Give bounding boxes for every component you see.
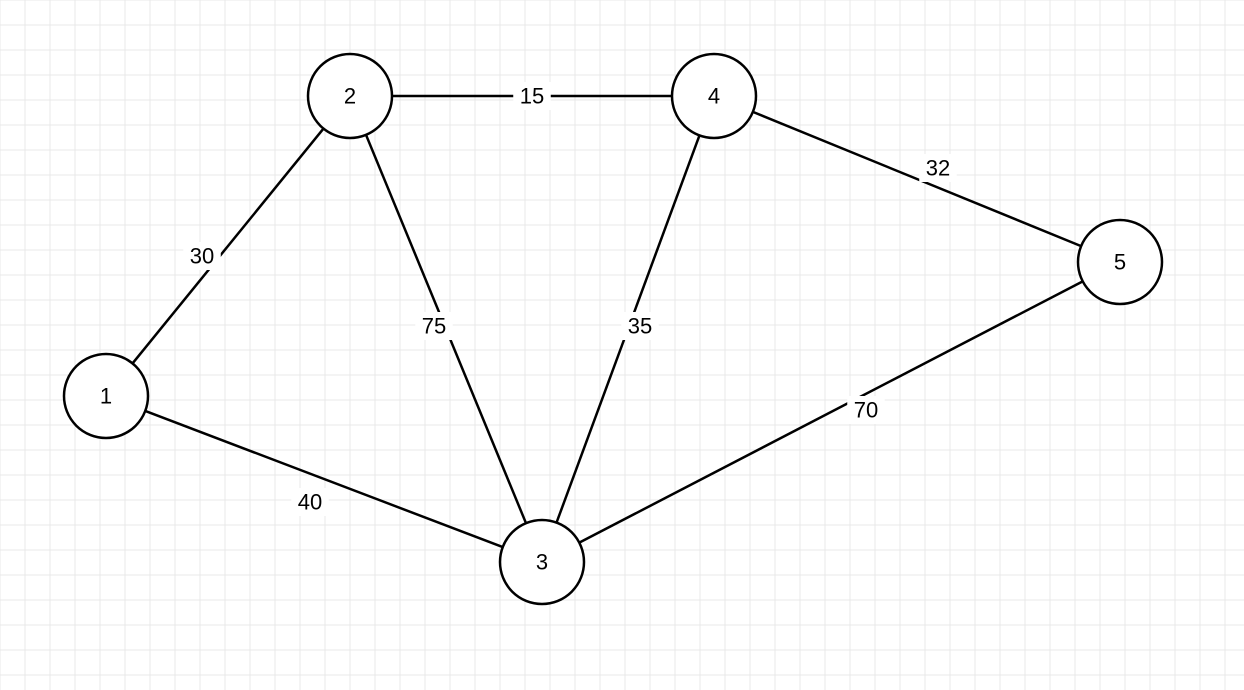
- node-3: 3: [500, 520, 584, 604]
- edge-label-4-5: 32: [926, 156, 950, 181]
- edge-label-1-3: 40: [298, 490, 322, 515]
- edge-label-1-2: 30: [190, 244, 214, 269]
- edge-label-3-4: 35: [628, 314, 652, 339]
- node-5: 5: [1078, 220, 1162, 304]
- node-label-5: 5: [1114, 250, 1126, 275]
- graph-diagram: 30 40 75 15 35 70 32 1 2 3 4 5: [0, 0, 1244, 690]
- node-1: 1: [64, 354, 148, 438]
- edge-label-3-5: 70: [854, 398, 878, 423]
- node-label-2: 2: [344, 84, 356, 109]
- node-label-1: 1: [100, 384, 112, 409]
- node-label-4: 4: [708, 84, 720, 109]
- edge-label-2-3: 75: [422, 314, 446, 339]
- node-4: 4: [672, 54, 756, 138]
- node-2: 2: [308, 54, 392, 138]
- edge-label-2-4: 15: [520, 84, 544, 109]
- node-label-3: 3: [536, 550, 548, 575]
